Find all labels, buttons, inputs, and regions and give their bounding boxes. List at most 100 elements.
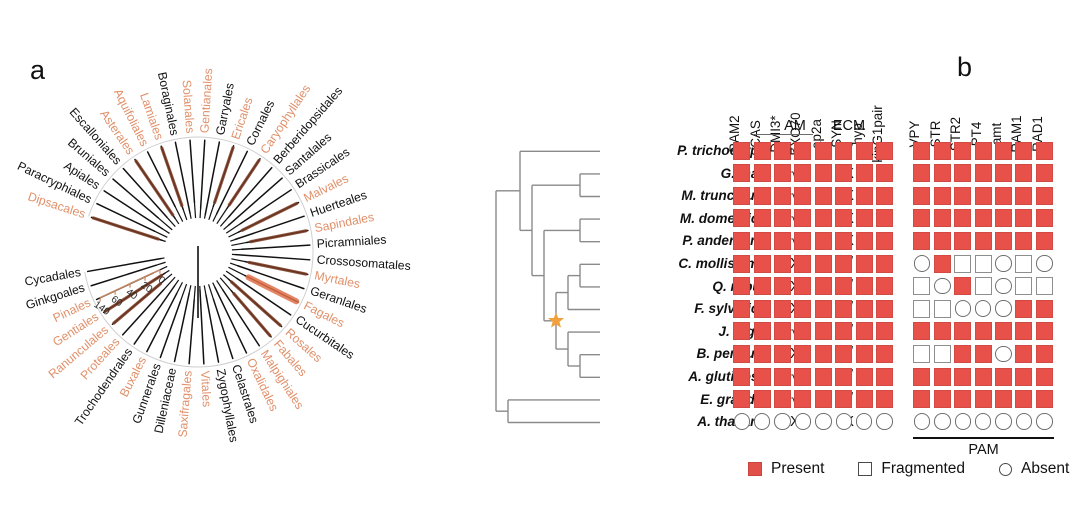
absent-circle-icon: [815, 413, 832, 430]
gene-column: DMI3*: [768, 115, 793, 434]
ecm-column-header: ECM: [832, 118, 866, 134]
present-square-icon: [814, 345, 832, 364]
present-square-icon: [855, 232, 873, 251]
matrix-cell: [814, 253, 834, 276]
matrix-cell: [875, 343, 895, 366]
matrix-cell: [875, 298, 895, 321]
present-square-icon: [1035, 186, 1053, 205]
matrix-cell: [973, 343, 993, 366]
matrix-cell: [752, 366, 772, 389]
legend-label: Present: [771, 460, 825, 477]
matrix-cell: [973, 389, 993, 412]
scale-tick-label: 0: [156, 275, 167, 287]
taxon-label: Saxifragales: [175, 370, 194, 438]
present-square-icon: [875, 141, 893, 160]
present-square-icon: [875, 232, 893, 251]
fragmented-square-icon: [974, 277, 992, 296]
matrix-cell: [854, 389, 874, 412]
present-square-icon: [753, 322, 771, 341]
present-square-icon: [994, 186, 1012, 205]
present-square-icon: [1015, 299, 1033, 318]
present-square-icon: [753, 141, 771, 160]
panel-a-letter: a: [30, 55, 46, 85]
present-square-icon: [835, 254, 853, 273]
absent-circle-icon: [954, 300, 971, 317]
present-square-icon: [835, 186, 853, 205]
matrix-cell: [773, 253, 793, 276]
matrix-cell: [773, 366, 793, 389]
present-square-icon: [753, 390, 771, 409]
pam-group-label: PAM: [968, 441, 999, 458]
matrix-cell: [953, 185, 973, 208]
panel-b-letter: b: [957, 52, 973, 82]
matrix-cell: [773, 343, 793, 366]
absent-circle-icon: [974, 300, 992, 317]
present-square-icon: [794, 345, 812, 364]
legend-item: Fragmented: [858, 460, 965, 478]
present-square-icon: [1035, 164, 1053, 183]
absent-circle-icon: [954, 413, 971, 430]
present-square-icon: [773, 232, 791, 251]
present-square-icon: [773, 141, 791, 160]
present-square-icon: [733, 232, 751, 251]
matrix-cell: [814, 298, 834, 321]
matrix-cell: [912, 140, 932, 163]
matrix-cell: [814, 366, 834, 389]
present-square-icon: [835, 367, 853, 386]
present-square-icon: [753, 164, 771, 183]
matrix-cell: [994, 230, 1014, 253]
matrix-cell: [1014, 163, 1034, 186]
present-square-icon: [1035, 390, 1053, 409]
present-square-icon: [1015, 186, 1033, 205]
legend-item: Present: [748, 460, 824, 478]
present-square-icon: [875, 209, 893, 228]
matrix-cell: [933, 208, 953, 231]
present-square-icon: [994, 164, 1012, 183]
matrix-cell: [973, 276, 993, 299]
present-square-icon: [835, 209, 853, 228]
pam-group-rule: [913, 436, 1054, 439]
matrix-cell: [953, 366, 973, 389]
present-square-icon: [733, 164, 751, 183]
matrix-cell: [854, 208, 874, 231]
matrix-cell: [953, 276, 973, 299]
matrix-cell: [834, 253, 854, 276]
absent-circle-icon: [855, 413, 873, 430]
absent-circle-icon: [995, 300, 1012, 317]
present-square-icon: [855, 367, 873, 386]
present-square-icon: [733, 277, 751, 296]
present-square-icon: [1035, 232, 1053, 251]
matrix-cell: [834, 185, 854, 208]
matrix-cell: [973, 208, 993, 231]
matrix-cell: [912, 298, 932, 321]
matrix-cell: [994, 253, 1014, 276]
matrix-cell: [933, 389, 953, 412]
matrix-cell: [912, 185, 932, 208]
matrix-cell: [854, 321, 874, 344]
matrix-cell: [875, 366, 895, 389]
gene-column: kinG1pair: [870, 105, 895, 434]
matrix-cell: [875, 185, 895, 208]
matrix-cell: [875, 208, 895, 231]
matrix-cell: [1035, 298, 1055, 321]
present-square-icon: [875, 254, 893, 273]
matrix-cell: [875, 276, 895, 299]
present-square-icon: [1015, 390, 1033, 409]
present-square-icon: [875, 277, 893, 296]
present-square-icon: [1015, 232, 1033, 251]
matrix-cell: [875, 163, 895, 186]
present-square-icon: [1015, 367, 1033, 386]
matrix-cell: [994, 140, 1014, 163]
matrix-cell: [933, 185, 953, 208]
absent-circle-icon: [1036, 255, 1053, 272]
present-square-icon: [773, 390, 791, 409]
matrix-cell: [994, 343, 1014, 366]
matrix-cell: [1035, 163, 1055, 186]
matrix-cell: [834, 366, 854, 389]
gene-column: RAD1: [1030, 116, 1055, 434]
matrix-cell: [793, 140, 813, 163]
present-square-icon: [933, 232, 951, 251]
matrix-cell: [953, 140, 973, 163]
present-square-icon: [974, 390, 992, 409]
absent-circle-icon: [794, 413, 812, 430]
